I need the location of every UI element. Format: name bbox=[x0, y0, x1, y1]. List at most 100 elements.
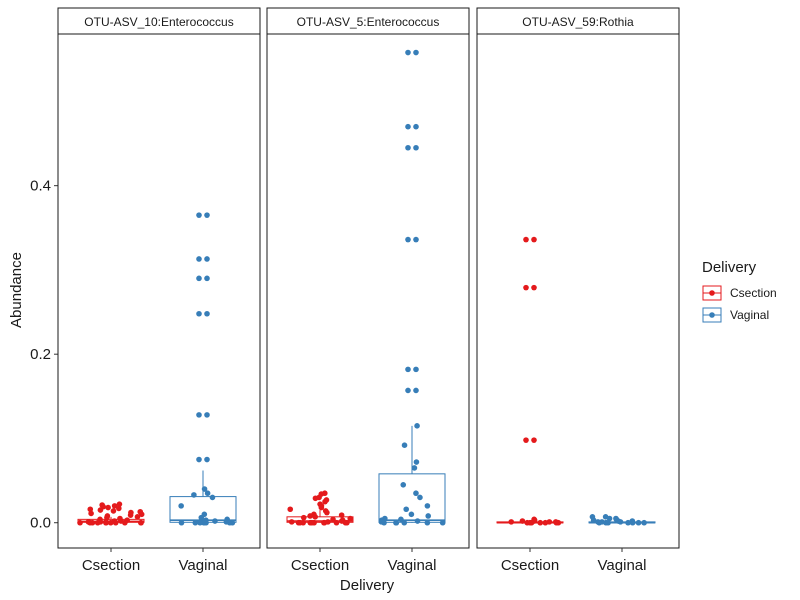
x-tick-label: Csection bbox=[501, 557, 559, 574]
data-point bbox=[318, 504, 325, 511]
data-point bbox=[347, 515, 354, 522]
data-point bbox=[405, 49, 411, 56]
data-point bbox=[523, 284, 529, 291]
legend-entry-label: Csection bbox=[730, 286, 777, 300]
panel-strip-title: OTU-ASV_5:Enterococcus bbox=[297, 15, 440, 29]
data-point bbox=[127, 512, 134, 518]
box-vaginal bbox=[378, 49, 446, 526]
data-point bbox=[596, 519, 603, 526]
panel-strip-title: OTU-ASV_10:Enterococcus bbox=[84, 15, 233, 29]
data-point bbox=[401, 519, 408, 526]
data-point bbox=[87, 506, 94, 513]
data-point bbox=[537, 519, 544, 526]
data-point bbox=[617, 519, 624, 525]
data-point bbox=[519, 518, 526, 524]
x-tick-label: Vaginal bbox=[388, 557, 437, 574]
data-point bbox=[403, 506, 410, 513]
data-point bbox=[405, 236, 411, 243]
data-point bbox=[531, 437, 537, 443]
data-point bbox=[605, 519, 611, 526]
panel-2: OTU-ASV_5:Enterococcus Csection Vaginal bbox=[266, 7, 470, 574]
data-point bbox=[297, 519, 303, 526]
data-point bbox=[531, 284, 537, 291]
legend-key-vaginal: Vaginal bbox=[702, 307, 769, 323]
data-point bbox=[405, 144, 411, 151]
data-point bbox=[553, 519, 560, 526]
data-point bbox=[196, 275, 202, 282]
data-point bbox=[204, 490, 211, 497]
panel-strip bbox=[57, 7, 261, 35]
data-point bbox=[424, 519, 431, 526]
data-point bbox=[88, 510, 94, 517]
data-point bbox=[414, 423, 420, 429]
data-point bbox=[196, 256, 202, 262]
data-point bbox=[413, 366, 419, 373]
data-point bbox=[590, 517, 597, 523]
box-csection bbox=[496, 236, 564, 526]
data-point bbox=[196, 212, 202, 218]
data-point bbox=[312, 514, 318, 520]
data-point bbox=[413, 123, 419, 130]
data-point bbox=[134, 514, 141, 520]
data-point bbox=[338, 512, 345, 518]
x-tick-label: Vaginal bbox=[179, 557, 228, 574]
data-point bbox=[414, 518, 421, 524]
data-point bbox=[625, 519, 631, 526]
data-point bbox=[138, 519, 144, 526]
data-point bbox=[629, 519, 636, 526]
data-point bbox=[322, 498, 328, 505]
data-point bbox=[192, 519, 199, 526]
data-point bbox=[198, 514, 205, 521]
data-point bbox=[204, 256, 210, 262]
box-csection bbox=[286, 490, 354, 526]
legend-key-csection: Csection bbox=[702, 285, 777, 301]
data-point bbox=[333, 519, 340, 526]
data-point bbox=[413, 49, 419, 56]
panel-border bbox=[266, 33, 470, 549]
data-point bbox=[300, 514, 307, 521]
data-point bbox=[425, 513, 432, 519]
panel-1: OTU-ASV_10:Enterococcus Csection Vaginal bbox=[57, 7, 261, 574]
data-point bbox=[413, 236, 419, 243]
x-tick-label: Csection bbox=[82, 557, 140, 574]
data-point bbox=[226, 519, 233, 526]
data-point bbox=[405, 123, 411, 130]
x-tick-label: Csection bbox=[291, 557, 349, 574]
data-point bbox=[191, 492, 197, 498]
data-point bbox=[381, 519, 387, 526]
data-point bbox=[393, 519, 400, 526]
data-point bbox=[104, 514, 110, 521]
data-point bbox=[307, 513, 313, 519]
data-point bbox=[201, 519, 207, 526]
box-iqr bbox=[286, 516, 354, 523]
data-point bbox=[417, 494, 423, 501]
data-point bbox=[197, 519, 203, 526]
data-point bbox=[204, 310, 210, 317]
legend: Delivery Csection Vaginal bbox=[702, 259, 777, 323]
data-point bbox=[110, 508, 117, 514]
panel-strip-title: OTU-ASV_59:Rothia bbox=[522, 15, 634, 29]
data-point bbox=[405, 387, 411, 394]
data-point bbox=[204, 456, 210, 463]
box-vaginal bbox=[588, 514, 656, 526]
data-point bbox=[204, 412, 210, 418]
y-tick-label: 0.4 bbox=[30, 178, 51, 195]
data-point bbox=[312, 495, 319, 502]
data-point bbox=[413, 387, 419, 394]
data-point bbox=[321, 519, 328, 526]
data-point bbox=[103, 519, 109, 526]
data-point bbox=[641, 519, 647, 526]
data-point bbox=[116, 505, 122, 512]
data-point bbox=[287, 506, 294, 513]
data-point bbox=[413, 144, 419, 151]
data-point bbox=[523, 236, 529, 243]
data-point bbox=[209, 494, 216, 501]
panel-strip bbox=[476, 7, 680, 35]
panel-border bbox=[57, 33, 261, 549]
legend-key-point bbox=[709, 312, 715, 318]
data-point bbox=[178, 519, 185, 526]
legend-key-point bbox=[709, 290, 715, 296]
data-point bbox=[97, 507, 104, 513]
data-point bbox=[408, 511, 415, 518]
